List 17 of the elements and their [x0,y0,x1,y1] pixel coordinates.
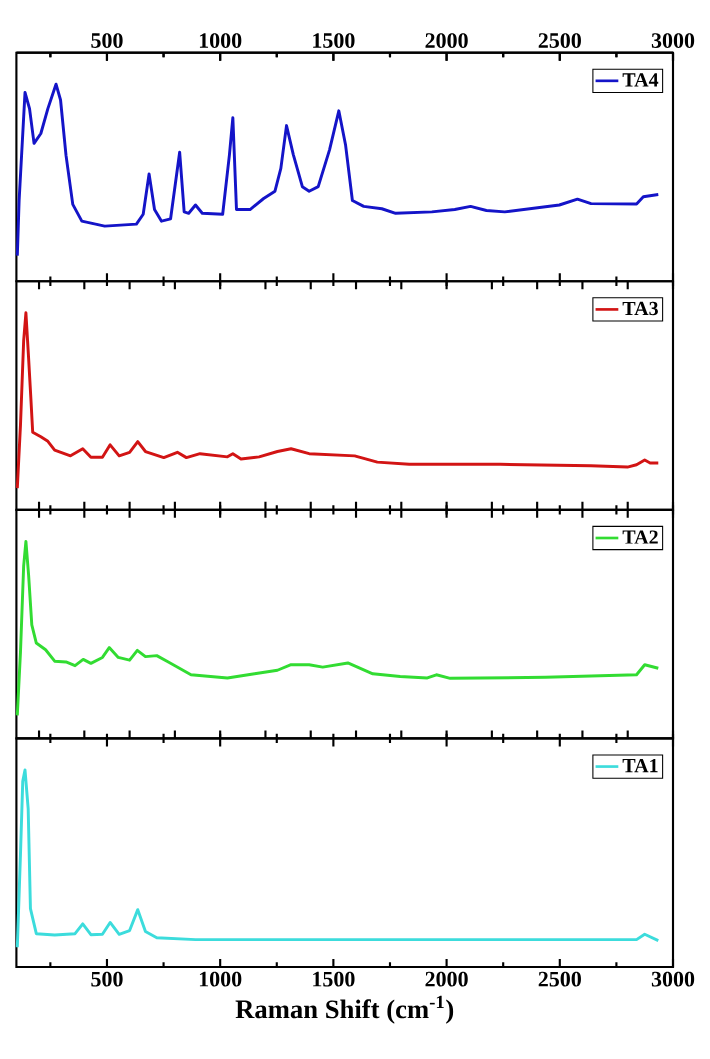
legend-label: TA4 [622,73,659,87]
x-tick-label: 2000 [425,971,468,987]
x-tick-label: 2500 [538,971,581,987]
x-tick-label: 1000 [199,971,242,987]
x2-tick-label: 1500 [313,33,355,48]
x2-tick-label: 1000 [199,33,242,48]
x-tick-label: 1500 [313,971,355,987]
x2-tick-label: 500 [91,33,123,48]
x-axis-title: Raman Shift (cm$^{-1}$) [235,995,454,1024]
legend-label: TA2 [622,530,658,544]
x2-tick-label: 2000 [425,33,468,48]
x2-tick-label: 2500 [538,33,581,48]
x-tick-label: 500 [91,971,123,987]
legend-label: TA1 [622,758,658,773]
x2-tick-label: 3000 [651,33,695,48]
legend-label: TA3 [622,301,658,316]
x-tick-label: 3000 [651,971,695,987]
